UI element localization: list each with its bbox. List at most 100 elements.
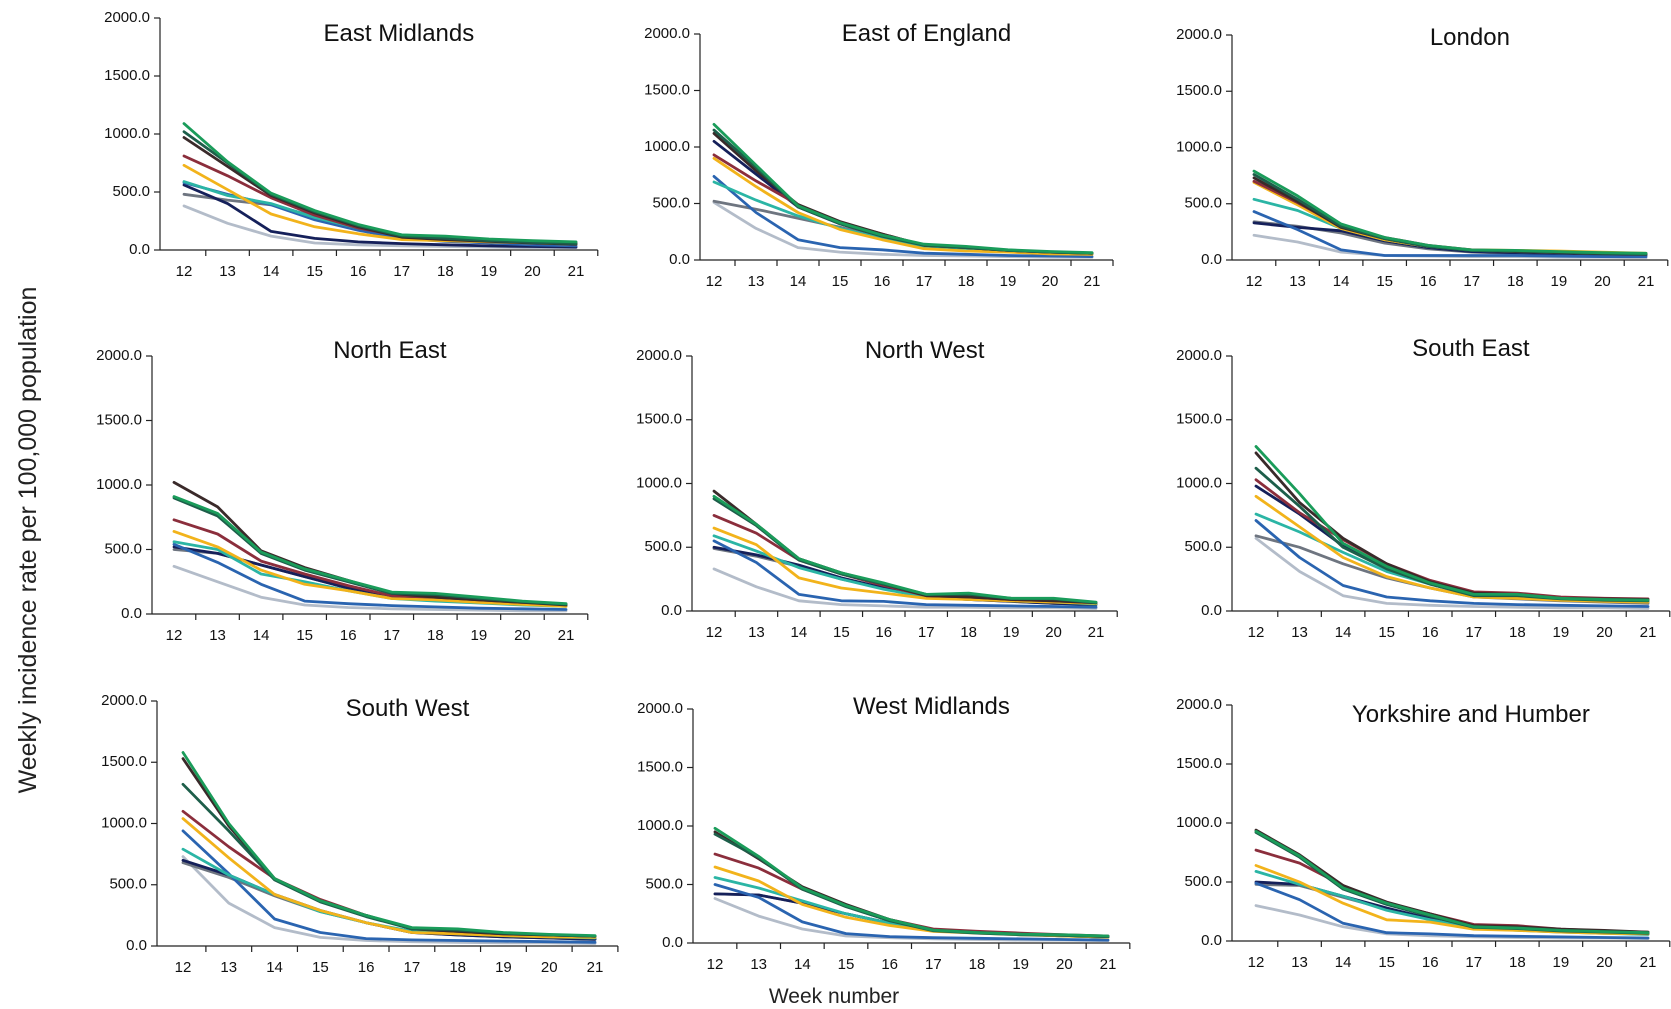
x-tick-label: 21 — [1640, 624, 1657, 641]
x-tick-label: 21 — [558, 627, 575, 644]
x-tick-label: 15 — [312, 959, 329, 976]
x-tick-label: 13 — [209, 627, 226, 644]
x-tick-label: 19 — [481, 263, 498, 280]
y-tick-label: 1000.0 — [1176, 138, 1222, 155]
x-tick-label: 16 — [881, 956, 898, 973]
y-tick-label: 2000.0 — [644, 25, 690, 42]
y-tick-label: 0.0 — [661, 602, 682, 619]
x-tick-label: 18 — [958, 273, 975, 290]
series-line — [712, 534, 1098, 606]
figure-xlabel: Week number — [769, 985, 899, 1008]
series-line — [181, 809, 597, 938]
series-line — [181, 847, 597, 940]
y-tick-label: 0.0 — [1201, 932, 1222, 949]
series-line — [1254, 484, 1650, 604]
x-tick-label: 12 — [1248, 954, 1265, 971]
x-tick-label: 14 — [1335, 954, 1352, 971]
x-tick-label: 16 — [350, 263, 367, 280]
y-tick-label: 0.0 — [669, 251, 690, 268]
x-tick-label: 19 — [471, 627, 488, 644]
x-tick-label: 16 — [875, 624, 892, 641]
x-tick-label: 14 — [1335, 624, 1352, 641]
series-line — [712, 139, 1094, 256]
x-tick-label: 13 — [1291, 624, 1308, 641]
y-tick-label: 1500.0 — [104, 67, 150, 84]
series-line — [712, 156, 1094, 256]
x-tick-label: 14 — [266, 959, 283, 976]
panel-title: East of England — [842, 20, 1011, 47]
x-tick-label: 20 — [1042, 273, 1059, 290]
x-tick-label: 18 — [960, 624, 977, 641]
series-line — [712, 199, 1094, 256]
x-tick-label: 16 — [1422, 624, 1439, 641]
x-tick-label: 20 — [514, 627, 531, 644]
x-tick-label: 17 — [383, 627, 400, 644]
x-tick-label: 14 — [794, 956, 811, 973]
x-tick-label: 15 — [296, 627, 313, 644]
y-tick-label: 500.0 — [644, 538, 682, 555]
x-tick-label: 21 — [587, 959, 604, 976]
figure-ylabel: Weekly incidence rate per 100,000 popula… — [14, 287, 42, 794]
panel-title: North East — [333, 337, 447, 364]
x-tick-label: 13 — [748, 273, 765, 290]
x-tick-label: 16 — [1422, 954, 1439, 971]
x-tick-label: 12 — [706, 624, 723, 641]
y-tick-label: 1500.0 — [96, 411, 142, 428]
panel-title: North West — [865, 337, 985, 364]
series-line — [181, 751, 597, 937]
y-tick-label: 1000.0 — [104, 125, 150, 142]
y-tick-label: 0.0 — [1201, 251, 1222, 268]
x-tick-label: 20 — [1596, 624, 1613, 641]
series-line — [172, 540, 568, 608]
x-tick-label: 14 — [791, 624, 808, 641]
y-tick-label: 2000.0 — [104, 9, 150, 26]
x-tick-label: 14 — [253, 627, 270, 644]
x-tick-label: 20 — [524, 263, 541, 280]
x-tick-label: 15 — [1376, 273, 1393, 290]
x-tick-label: 15 — [306, 263, 323, 280]
series-line — [1254, 828, 1650, 934]
chart-panel: North West 0.0 500.0 1000.0 1500.0 2000.0 12 13… — [636, 337, 1118, 641]
x-tick-label: 13 — [748, 624, 765, 641]
x-tick-label: 12 — [1248, 624, 1265, 641]
x-tick-label: 16 — [1420, 273, 1437, 290]
x-tick-label: 20 — [1045, 624, 1062, 641]
series-line — [1254, 881, 1650, 940]
series-line — [172, 542, 568, 611]
chart-panels: East Midlands 0.0 500.0 1000.0 1500.0 2000.0 1… — [96, 9, 1671, 976]
x-tick-label: 13 — [219, 263, 236, 280]
series-line — [712, 497, 1098, 605]
chart-panel: North East 0.0 500.0 1000.0 1500.0 2000.0 12 13… — [96, 337, 589, 644]
x-tick-label: 16 — [340, 627, 357, 644]
y-tick-label: 2000.0 — [636, 347, 682, 364]
x-tick-label: 19 — [1551, 273, 1568, 290]
series-line — [181, 782, 597, 938]
x-tick-label: 21 — [1638, 273, 1655, 290]
series-line — [1252, 169, 1648, 255]
x-tick-label: 16 — [874, 273, 891, 290]
y-tick-label: 500.0 — [1184, 873, 1222, 890]
y-tick-label: 2000.0 — [1176, 696, 1222, 713]
x-tick-label: 21 — [1640, 954, 1657, 971]
y-tick-label: 500.0 — [645, 875, 683, 892]
x-tick-label: 21 — [1100, 956, 1117, 973]
x-tick-label: 17 — [404, 959, 421, 976]
panel-title: East Midlands — [324, 20, 475, 47]
y-tick-label: 1500.0 — [1176, 755, 1222, 772]
x-tick-label: 16 — [358, 959, 375, 976]
y-tick-label: 500.0 — [104, 540, 142, 557]
y-tick-label: 0.0 — [1201, 602, 1222, 619]
x-tick-label: 13 — [1291, 954, 1308, 971]
x-tick-label: 17 — [1463, 273, 1480, 290]
x-tick-label: 15 — [832, 273, 849, 290]
x-tick-label: 12 — [1246, 273, 1263, 290]
x-tick-label: 20 — [1056, 956, 1073, 973]
y-tick-label: 500.0 — [652, 194, 690, 211]
x-tick-label: 12 — [166, 627, 183, 644]
panel-title: Yorkshire and Humber — [1352, 701, 1590, 728]
y-tick-label: 1000.0 — [637, 817, 683, 834]
x-tick-label: 12 — [706, 273, 723, 290]
x-tick-label: 12 — [707, 956, 724, 973]
series-line — [712, 123, 1094, 255]
